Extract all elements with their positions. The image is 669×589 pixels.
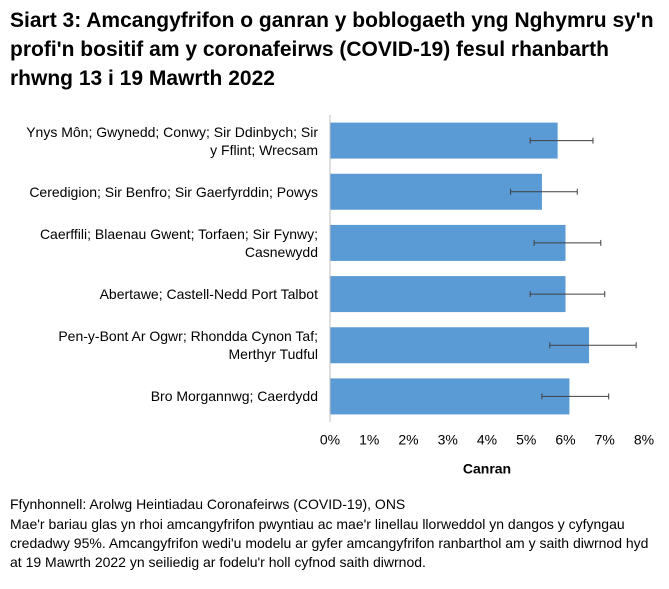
bar	[330, 378, 570, 415]
x-tick-label: 6%	[555, 432, 575, 448]
y-tick-label: Bro Morgannwg; Caerdydd	[150, 388, 318, 405]
x-tick-label: 1%	[359, 432, 379, 448]
x-tick-label: 2%	[398, 432, 418, 448]
x-tick-label: 3%	[438, 432, 458, 448]
x-tick-label: 4%	[477, 432, 497, 448]
error-bar	[529, 291, 606, 298]
error-bar	[529, 137, 594, 144]
error-bar	[549, 342, 637, 349]
bar	[330, 276, 566, 313]
note: Mae'r bariau glas yn rhoi amcangyfrifon …	[10, 516, 649, 570]
source: Ffynhonnell: Arolwg Heintiadau Coronafei…	[10, 496, 406, 512]
chart-title: Siart 3: Amcangyfrifon o ganran y boblog…	[10, 9, 654, 90]
y-tick-label: Ynys Môn; Gwynedd; Conwy; Sir Ddinbych; …	[26, 123, 318, 158]
y-tick-label: Abertawe; Castell-Nedd Port Talbot	[99, 286, 318, 303]
x-tick-label: 5%	[516, 432, 536, 448]
y-tick-label: Ceredigion; Sir Benfro; Sir Gaerfyrddin;…	[29, 183, 318, 200]
error-bar	[533, 239, 602, 246]
x-tick-label: 8%	[634, 432, 654, 448]
y-tick-label: Pen-y-Bont Ar Ogwr; Rhondda Cynon Taf; M…	[58, 328, 318, 363]
bar	[330, 173, 542, 210]
x-tick-label: 7%	[595, 432, 615, 448]
y-tick-label: Caerffili; Blaenau Gwent; Torfaen; Sir F…	[39, 225, 318, 260]
bar	[330, 327, 590, 364]
error-bar	[541, 393, 610, 400]
bar	[330, 224, 566, 261]
x-axis-label: Canran	[463, 461, 511, 477]
x-tick-label: 0%	[320, 432, 340, 448]
bar	[330, 122, 558, 159]
error-bar	[510, 188, 578, 195]
